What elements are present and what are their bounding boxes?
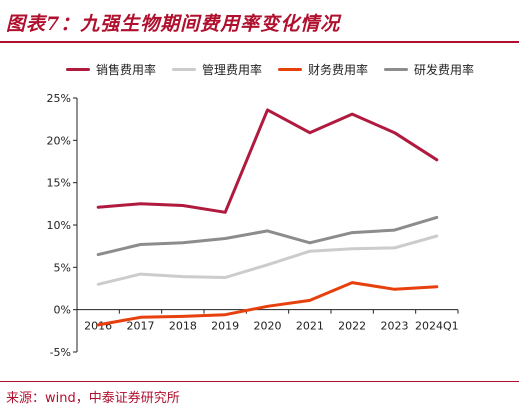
legend-item-finance: 财务费用率: [278, 61, 368, 78]
title-divider: [0, 41, 519, 43]
series-line-sales: [96, 108, 439, 214]
source-note: 来源：wind，中泰证券研究所: [6, 391, 180, 406]
legend-label-admin: 管理费用率: [202, 63, 263, 77]
x-tick-label: 2019: [211, 320, 239, 333]
y-tick-label: 20%: [47, 134, 71, 147]
series-line-rnd: [96, 215, 439, 257]
y-tick-label: 25%: [47, 92, 71, 105]
legend-swatch-rnd: [384, 68, 409, 71]
y-tick-label: -5%: [50, 346, 71, 359]
y-tick-label: 15%: [47, 177, 71, 190]
y-tick-label: 5%: [54, 261, 71, 274]
legend-label-finance: 财务费用率: [308, 63, 369, 77]
footer-divider: [0, 381, 519, 382]
x-tick-label: 2018: [169, 320, 197, 333]
legend-item-admin: 管理费用率: [172, 61, 262, 78]
x-tick-label: 2020: [254, 320, 282, 333]
series-line-finance: [96, 281, 439, 327]
x-tick-label: 2023: [381, 320, 409, 333]
series-line-admin: [96, 234, 439, 286]
legend-item-rnd: 研发费用率: [384, 61, 474, 78]
legend-label-rnd: 研发费用率: [414, 63, 475, 77]
line-chart: 25%20%15%10%5%0%-5%2016 2017 2018 2019 2020 2…: [47, 92, 459, 359]
legend-swatch-finance: [278, 68, 303, 71]
chart-legend: 销售费用率 管理费用率 财务费用率 研发费用率: [66, 61, 474, 78]
legend-label-sales: 销售费用率: [96, 63, 157, 77]
x-tick-label: 2017: [127, 320, 155, 333]
y-tick-label: 10%: [47, 219, 71, 232]
y-tick-label: 0%: [54, 304, 71, 317]
chart-title: 图表7：九强生物期间费用率变化情况: [6, 13, 341, 35]
legend-swatch-sales: [66, 68, 90, 71]
legend-item-sales: 销售费用率: [66, 61, 156, 78]
x-tick-label: 2021: [296, 320, 324, 333]
legend-swatch-admin: [172, 68, 197, 71]
x-tick-label: 2022: [338, 320, 366, 333]
x-tick-label: 2024Q1: [415, 320, 459, 333]
